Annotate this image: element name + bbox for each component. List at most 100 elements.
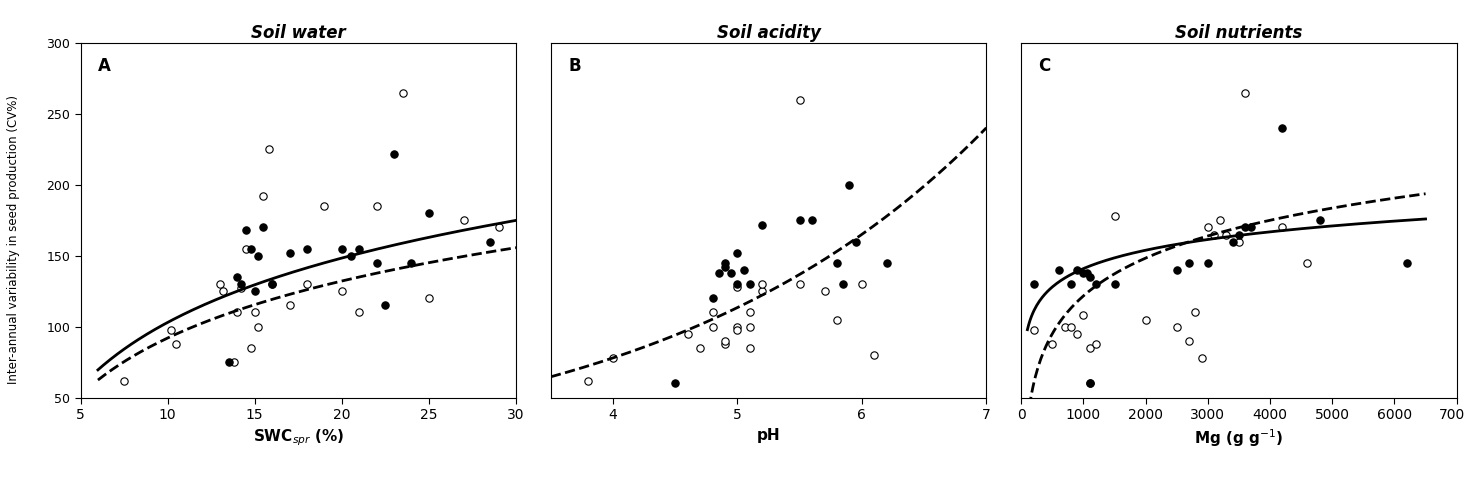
Point	[713, 340, 736, 348]
Point	[373, 302, 397, 309]
Point	[1078, 379, 1101, 387]
Point	[726, 280, 750, 288]
Point	[278, 249, 302, 257]
Point	[851, 280, 874, 288]
Point	[813, 287, 836, 295]
Point	[225, 308, 249, 316]
Point	[577, 376, 600, 384]
Point	[417, 295, 441, 302]
Point	[1066, 266, 1089, 274]
Point	[738, 308, 761, 316]
Point	[1202, 231, 1225, 239]
Point	[1085, 280, 1108, 288]
Point	[225, 273, 249, 281]
Point	[296, 245, 319, 252]
Point	[488, 224, 511, 231]
Point	[240, 245, 264, 252]
Point	[278, 302, 302, 309]
Point	[329, 287, 353, 295]
Point	[713, 263, 736, 271]
Point	[826, 316, 849, 323]
Point	[788, 217, 811, 224]
Point	[738, 323, 761, 331]
Point	[1078, 379, 1101, 387]
Point	[1085, 340, 1108, 348]
Point	[1309, 217, 1332, 224]
Point	[1209, 217, 1233, 224]
Point	[258, 146, 281, 153]
Point	[1078, 344, 1101, 352]
Point	[701, 323, 725, 331]
Point	[228, 280, 252, 288]
Point	[862, 351, 886, 359]
Point	[1102, 280, 1126, 288]
Point	[726, 326, 750, 333]
Point	[751, 287, 774, 295]
Point	[1227, 238, 1250, 245]
X-axis label: pH: pH	[757, 428, 780, 443]
Point	[1240, 224, 1263, 231]
X-axis label: Mg (g g$^{-1}$): Mg (g g$^{-1}$)	[1195, 428, 1284, 449]
Point	[246, 252, 269, 260]
Point	[252, 193, 275, 200]
Point	[1190, 354, 1214, 362]
Point	[479, 238, 502, 245]
Point	[738, 280, 761, 288]
Point	[382, 150, 406, 158]
Point	[688, 344, 712, 352]
Point	[261, 280, 284, 288]
Text: C: C	[1038, 57, 1051, 75]
Point	[1227, 231, 1250, 239]
Point	[252, 224, 275, 231]
Text: A: A	[98, 57, 111, 75]
Point	[1072, 269, 1095, 277]
Point	[1060, 323, 1083, 331]
Point	[1215, 231, 1239, 239]
Point	[243, 308, 266, 316]
Point	[751, 221, 774, 228]
Point	[113, 376, 136, 384]
Point	[1022, 280, 1045, 288]
Point	[832, 280, 855, 288]
Point	[417, 209, 441, 217]
Text: B: B	[568, 57, 581, 75]
Title: Soil nutrients: Soil nutrients	[1176, 23, 1303, 42]
Point	[160, 326, 183, 333]
Point	[826, 259, 849, 267]
Point	[1221, 238, 1244, 245]
Point	[1395, 259, 1419, 267]
Point	[1177, 337, 1200, 345]
Point	[1296, 259, 1319, 267]
Point	[1196, 259, 1220, 267]
Point	[720, 269, 744, 277]
Point	[1271, 125, 1294, 132]
Title: Soil water: Soil water	[250, 23, 346, 42]
Point	[338, 252, 362, 260]
Point	[1165, 266, 1189, 274]
Point	[1047, 266, 1070, 274]
Point	[788, 280, 811, 288]
Point	[1165, 323, 1189, 331]
Point	[212, 287, 236, 295]
Title: Soil acidity: Soil acidity	[716, 23, 821, 42]
Point	[663, 379, 687, 387]
Point	[843, 238, 867, 245]
Point	[313, 202, 337, 210]
Point	[1102, 212, 1126, 220]
Point	[1078, 273, 1101, 281]
Point	[347, 308, 370, 316]
Point	[713, 337, 736, 345]
Point	[713, 259, 736, 267]
Point	[676, 330, 700, 338]
Point	[261, 280, 284, 288]
Point	[296, 280, 319, 288]
Point	[223, 358, 246, 366]
Point	[875, 259, 899, 267]
Point	[726, 283, 750, 291]
Point	[1041, 340, 1064, 348]
Point	[1234, 89, 1258, 97]
Point	[208, 280, 231, 288]
Point	[1177, 259, 1200, 267]
Point	[228, 285, 252, 292]
Point	[365, 259, 388, 267]
